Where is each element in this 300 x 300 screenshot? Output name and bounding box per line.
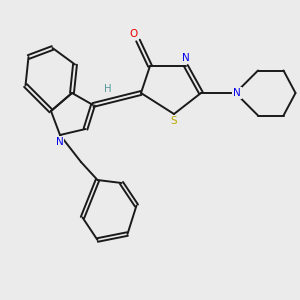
Text: O: O bbox=[129, 29, 138, 39]
Text: H: H bbox=[104, 83, 112, 94]
Text: S: S bbox=[171, 116, 177, 127]
Text: N: N bbox=[56, 136, 63, 147]
Text: N: N bbox=[233, 88, 241, 98]
Text: N: N bbox=[182, 52, 190, 63]
